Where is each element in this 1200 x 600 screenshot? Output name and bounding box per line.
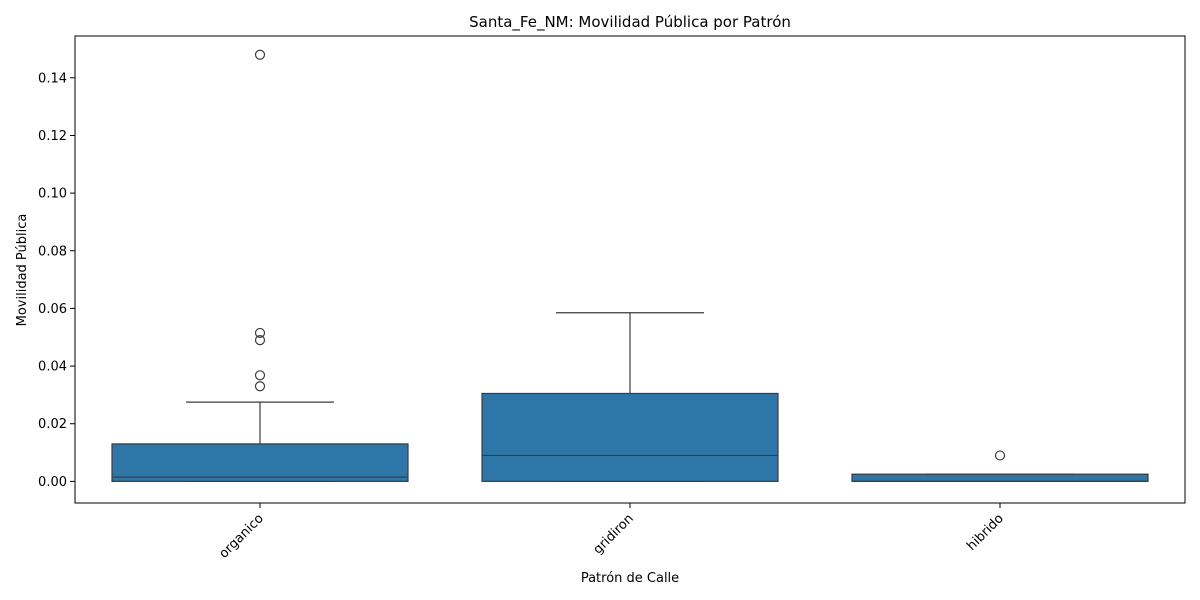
y-tick-label: 0.14 <box>38 71 67 86</box>
box-hibrido <box>851 473 1149 482</box>
outlier-point <box>254 335 266 346</box>
y-axis: 0.00 0.02 0.04 0.06 0.08 0.10 0.12 0.14 <box>38 71 75 490</box>
y-axis-label: Movilidad Pública <box>15 214 30 327</box>
outlier-point <box>254 327 266 339</box>
box-organico <box>111 443 409 482</box>
outlier-point <box>254 370 266 381</box>
y-tick-label: 0.12 <box>38 129 67 144</box>
outlier-point <box>254 381 266 392</box>
y-tick-label: 0.08 <box>38 244 67 259</box>
y-tick-label: 0.04 <box>38 360 67 375</box>
box-group-organico <box>111 49 409 482</box>
x-tick-label: hibrido <box>964 511 1007 554</box>
y-tick-label: 0.10 <box>38 187 67 202</box>
box-gridiron <box>481 392 779 482</box>
outlier-point <box>254 49 266 60</box>
x-axis-label: Patrón de Calle <box>581 571 679 586</box>
y-tick-label: 0.06 <box>38 302 67 317</box>
y-tick-label: 0.00 <box>38 475 67 490</box>
x-tick-label: gridiron <box>591 511 637 557</box>
x-tick-label: organico <box>216 511 266 561</box>
outlier-point <box>994 450 1006 461</box>
plot-area <box>111 49 1149 482</box>
box-group-gridiron <box>481 312 779 482</box>
x-axis: organico gridiron hibrido <box>216 503 1007 562</box>
chart-title: Santa_Fe_NM: Movilidad Pública por Patró… <box>469 13 791 32</box>
box-group-hibrido <box>851 450 1149 482</box>
y-tick-label: 0.02 <box>38 417 67 432</box>
